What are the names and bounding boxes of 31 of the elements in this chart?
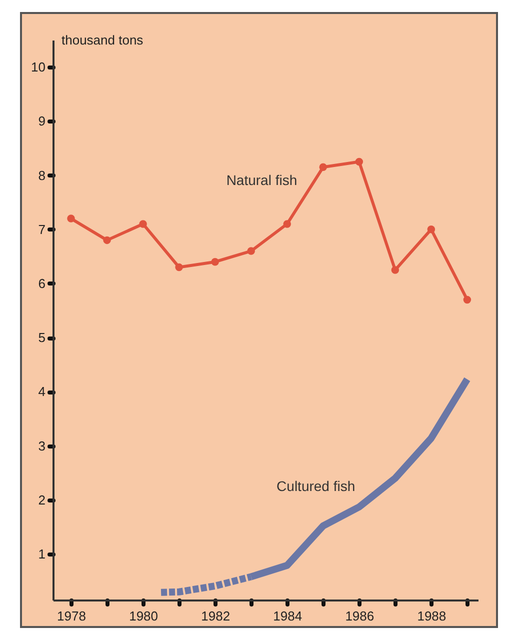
x-tick-label: 1982	[201, 608, 230, 624]
point	[355, 158, 364, 166]
y-tick-label: 7	[38, 222, 46, 237]
series-label: Natural fish	[226, 172, 298, 188]
y-tick-label: 8	[38, 168, 46, 183]
y-tick-label: 10	[31, 60, 46, 75]
y-tick-label: 1	[38, 546, 46, 562]
x-tick-label: 1984	[273, 608, 302, 624]
y-tick-label: 2	[38, 492, 46, 508]
point	[391, 266, 400, 274]
point	[463, 296, 472, 304]
y-tick-label: 9	[38, 114, 46, 129]
point	[283, 220, 291, 228]
point	[319, 163, 327, 172]
point	[211, 258, 219, 266]
x-tick-label: 1988	[417, 608, 446, 624]
series-label: Cultured fish	[276, 478, 356, 494]
y-tick-label: 5	[38, 330, 46, 346]
point	[247, 247, 255, 255]
y-axis-title: thousand tons	[62, 32, 144, 48]
x-tick-label: 1978	[57, 608, 86, 624]
y-tick-label: 6	[38, 276, 46, 291]
point	[67, 214, 75, 222]
y-tick-label: 4	[38, 384, 46, 400]
point	[427, 226, 436, 234]
x-tick-label: 1980	[129, 608, 158, 624]
point	[103, 236, 111, 244]
point	[139, 220, 147, 228]
y-tick-label: 3	[38, 438, 46, 454]
x-tick-label: 1986	[345, 608, 374, 624]
point	[175, 263, 183, 272]
